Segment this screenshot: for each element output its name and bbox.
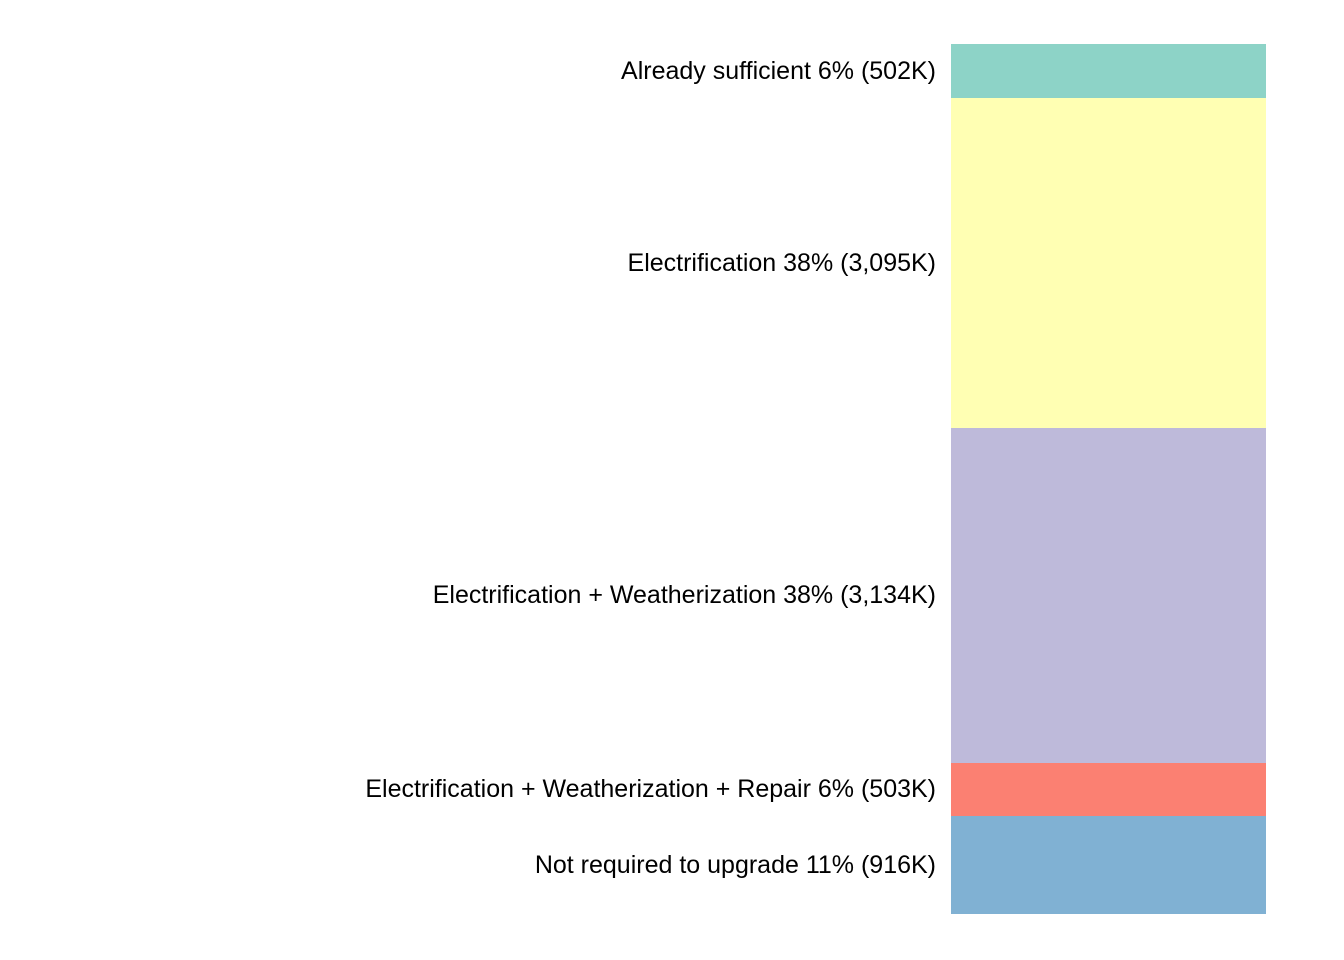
stacked-bar (951, 44, 1266, 914)
segment-label: Not required to upgrade 11% (916K) (534, 851, 936, 880)
segment-label: Electrification + Weatherization 38% (3,… (432, 581, 936, 610)
segment-label: Electrification 38% (3,095K) (627, 248, 936, 277)
bar-segment (951, 97, 1266, 428)
segment-label: Electrification + Weatherization + Repai… (365, 775, 936, 804)
bar-segment (951, 816, 1266, 914)
bar-segment (951, 427, 1266, 763)
segment-label: Already sufficient 6% (502K) (621, 56, 936, 85)
bar-segment (951, 44, 1266, 98)
segment-labels-column: Already sufficient 6% (502K) Electrificat… (365, 56, 936, 880)
bar-segment (951, 762, 1266, 817)
